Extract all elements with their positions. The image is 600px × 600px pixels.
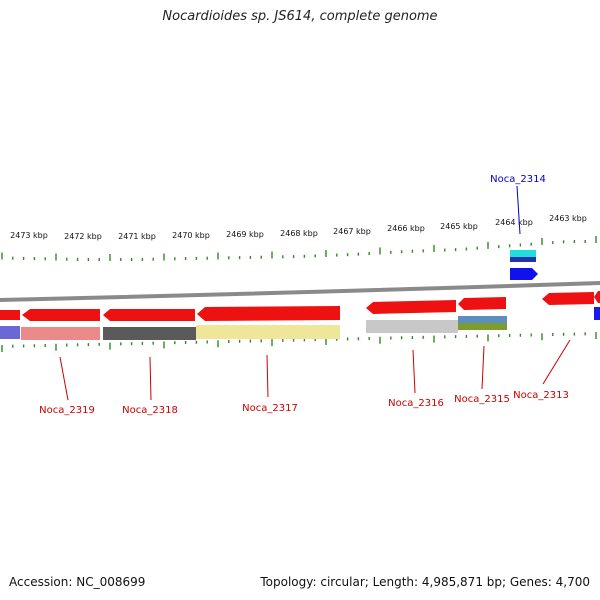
gene-arrow-extra[interactable]	[594, 291, 600, 303]
genome-title: Nocardioides sp. JS614, complete genome	[162, 9, 438, 24]
label-line-noca-2318	[149, 356, 152, 401]
gene-arrow-noca-2313[interactable]	[542, 292, 594, 305]
kbp-label-group: 2473 kbp 2472 kbp 2471 kbp 2470 kbp 2469 kbp…	[10, 214, 587, 241]
label-line-noca-2319	[59, 356, 69, 401]
top-tick-track	[1, 236, 597, 261]
feature-blue-edge	[594, 307, 600, 320]
label-line-noca-2315	[481, 345, 485, 390]
kbp-label: 2465 kbp	[440, 222, 478, 231]
gene-arrow-noca-2314[interactable]	[458, 297, 506, 310]
kbp-label: 2468 kbp	[280, 229, 318, 238]
gene-label-noca-2315[interactable]: Noca_2315	[454, 394, 510, 405]
kbp-label: 2464 kbp	[495, 218, 533, 227]
kbp-label: 2467 kbp	[333, 227, 371, 236]
kbp-label: 2471 kbp	[118, 232, 156, 241]
genome-backbone	[0, 281, 600, 302]
kbp-label: 2472 kbp	[64, 232, 102, 241]
gene-arrow-noca-2315[interactable]	[366, 300, 456, 314]
label-line-noca-2314	[516, 185, 521, 235]
kbp-label: 2466 kbp	[387, 224, 425, 233]
feature-cyan	[510, 250, 536, 257]
gene-track-top	[0, 291, 600, 321]
feature-pink	[21, 327, 100, 340]
gene-arrow-noca-2317[interactable]	[103, 309, 195, 321]
feature-khaki	[196, 325, 340, 339]
kbp-label: 2469 kbp	[226, 230, 264, 239]
feature-olive	[458, 323, 507, 330]
gene-arrow-noca-2316[interactable]	[197, 306, 340, 321]
gene-label-noca-2313[interactable]: Noca_2313	[513, 390, 569, 401]
bottom-tick-track	[1, 332, 597, 352]
accession-text: Accession: NC_008699	[9, 575, 146, 589]
gene-label-noca-2318[interactable]: Noca_2318	[122, 405, 178, 416]
feature-track-bottom	[0, 307, 600, 340]
kbp-label: 2470 kbp	[172, 231, 210, 240]
feature-dark-gray	[103, 327, 196, 340]
feature-steel-blue	[458, 316, 507, 323]
kbp-label: 2473 kbp	[10, 231, 48, 240]
label-line-noca-2317	[266, 354, 269, 398]
gene-label-group: Noca_2319 Noca_2318 Noca_2317 Noca_2316 …	[39, 174, 571, 416]
label-line-noca-2316	[412, 349, 416, 394]
feature-blue	[0, 326, 20, 339]
gene-arrow-noca-2319[interactable]	[0, 310, 20, 320]
gene-arrow-noca-2318[interactable]	[22, 309, 100, 321]
feature-navy	[510, 257, 536, 262]
genome-summary-text: Topology: circular; Length: 4,985,871 bp…	[260, 575, 590, 589]
gene-label-noca-2314[interactable]: Noca_2314	[490, 174, 546, 185]
gene-label-noca-2316[interactable]: Noca_2316	[388, 398, 444, 409]
gene-label-noca-2319[interactable]: Noca_2319	[39, 405, 95, 416]
gene-arrow-noca-2314-forward[interactable]	[510, 268, 538, 280]
kbp-label: 2463 kbp	[549, 214, 587, 223]
label-line-noca-2313	[542, 339, 571, 385]
gene-noca-2314-features	[510, 250, 538, 280]
gene-label-noca-2317[interactable]: Noca_2317	[242, 403, 298, 414]
feature-light-gray	[366, 320, 458, 333]
